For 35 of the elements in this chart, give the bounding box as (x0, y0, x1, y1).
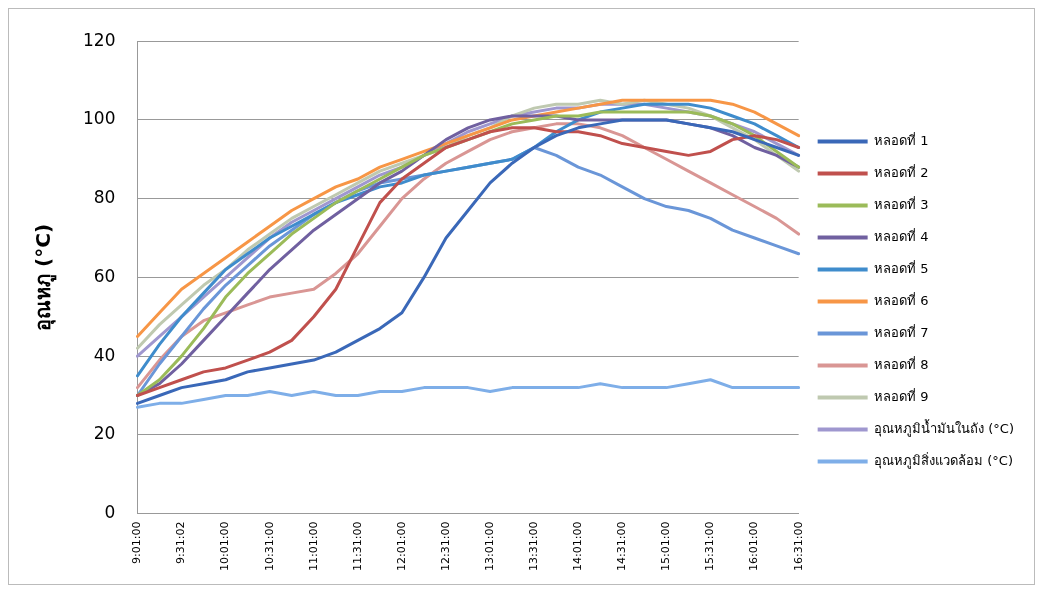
x-tick-label: 10:01:00 (218, 521, 232, 571)
legend-label: หลอดที่ 1 (874, 131, 929, 148)
x-tick-label: 11:31:00 (350, 521, 364, 571)
x-tick-label: 15:01:00 (659, 521, 673, 571)
y-axis-title: อุณหภู (°C) (31, 223, 58, 331)
x-tick-label: 13:31:00 (527, 521, 541, 571)
legend-label: หลอดที่ 6 (874, 291, 929, 308)
x-tick-label: 14:31:00 (615, 521, 629, 571)
x-tick-label: 12:31:00 (438, 521, 452, 571)
legend-label: หลอดที่ 5 (874, 259, 929, 276)
x-tick-label: 14:01:00 (571, 521, 585, 571)
legend-label: อุณหภูมิสิ่งแวดล้อม (°C) (874, 451, 1014, 469)
x-tick-label: 9:01:00 (130, 521, 144, 564)
x-tick-label: 12:01:00 (394, 521, 408, 571)
x-tick-label: 16:01:00 (747, 521, 761, 571)
x-tick-label: 15:31:00 (703, 521, 717, 571)
y-tick-label: 120 (82, 29, 116, 50)
legend-label: หลอดที่ 2 (874, 163, 929, 180)
legend-label: หลอดที่ 9 (874, 387, 929, 404)
x-tick-label: 10:31:00 (262, 521, 276, 571)
y-tick-label: 40 (93, 344, 116, 365)
legend-label: หลอดที่ 4 (874, 227, 929, 244)
y-tick-label: 80 (93, 187, 116, 208)
y-tick-label: 20 (93, 423, 116, 444)
x-tick-label: 9:31:02 (174, 521, 188, 564)
x-tick-label: 11:01:00 (306, 521, 320, 571)
y-tick-label: 60 (93, 265, 116, 286)
legend-label: หลอดที่ 3 (874, 195, 929, 212)
legend-label: อุณหภูมิน้ำมันในถัง (°C) (874, 418, 1015, 437)
x-tick-label: 13:01:00 (482, 521, 496, 571)
legend-label: หลอดที่ 8 (874, 355, 929, 372)
y-tick-label: 0 (104, 502, 116, 523)
x-tick-label: 16:31:00 (791, 521, 805, 571)
legend-label: หลอดที่ 7 (874, 323, 929, 340)
y-tick-label: 100 (82, 108, 116, 129)
